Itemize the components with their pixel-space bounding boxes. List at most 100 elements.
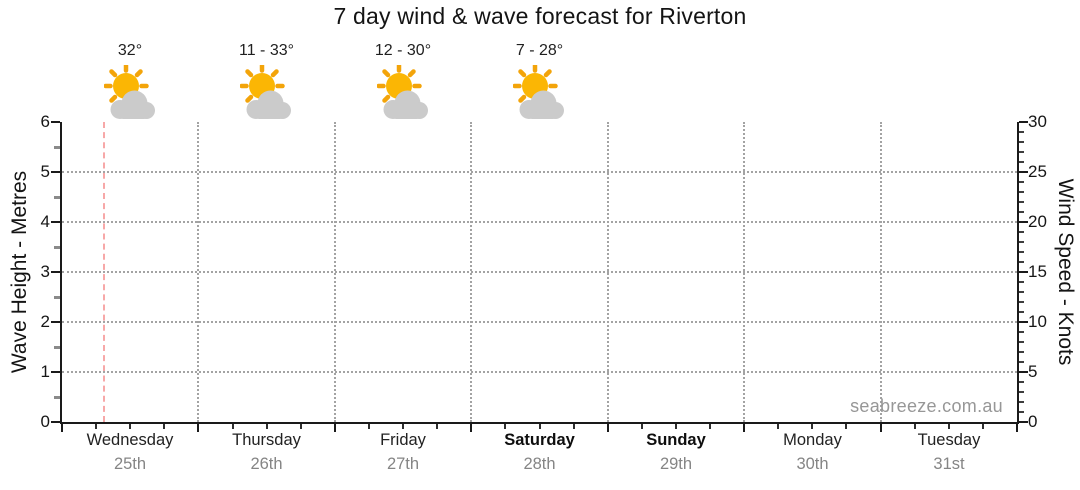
right-axis-minor-tick <box>1019 141 1024 143</box>
x-axis-minor-tick <box>402 424 405 429</box>
date-label: 26th <box>250 455 283 473</box>
v-gridline <box>197 122 200 422</box>
x-axis-minor-tick <box>538 424 541 429</box>
x-axis-minor-tick <box>572 424 575 429</box>
day-label-friday: Friday <box>380 431 426 449</box>
left-axis-minor-tick <box>54 295 60 299</box>
v-gridline <box>333 122 336 422</box>
x-axis-major-tick <box>1016 424 1018 432</box>
left-axis-tick-label: 6 <box>40 112 50 131</box>
right-axis-tick-label: 0 <box>1028 412 1038 431</box>
left-axis-major-tick <box>51 271 60 273</box>
x-axis-major-tick <box>879 424 882 432</box>
x-axis-minor-tick <box>163 424 166 429</box>
day-label-sunday: Sunday <box>646 431 706 449</box>
right-axis-major-tick <box>1019 421 1028 423</box>
left-axis-major-tick <box>51 371 60 373</box>
left-axis-minor-tick <box>54 195 60 199</box>
right-axis-tick-label: 10 <box>1028 312 1047 331</box>
x-axis-minor-tick <box>436 424 439 429</box>
left-axis-line <box>60 122 62 424</box>
h-gridline <box>62 371 1017 373</box>
partly-cloudy-icon <box>512 63 565 121</box>
right-axis-minor-tick <box>1019 331 1024 333</box>
left-axis-tick-label: 0 <box>40 412 50 431</box>
right-axis-minor-tick <box>1019 201 1024 203</box>
x-axis-minor-tick <box>777 424 780 429</box>
x-axis-major-tick <box>606 424 609 432</box>
right-axis-major-tick <box>1019 271 1028 273</box>
plot-area <box>51 121 1028 432</box>
temperature-label: 12 - 30° <box>374 42 432 59</box>
x-axis-minor-tick <box>231 424 234 429</box>
right-axis-tick-label: 5 <box>1028 362 1038 381</box>
right-axis-minor-tick <box>1019 211 1024 213</box>
left-axis-title: Wave Height - Metres <box>8 170 31 374</box>
date-label: 27th <box>386 455 420 473</box>
x-axis-minor-tick <box>504 424 507 429</box>
x-axis-major-tick <box>333 424 336 432</box>
h-gridline <box>62 171 1017 173</box>
right-axis-major-tick <box>1019 321 1028 323</box>
day-label-tuesday: Tuesday <box>917 431 981 449</box>
v-gridline <box>606 122 609 422</box>
day-label-thursday: Thursday <box>232 431 301 449</box>
right-axis-minor-tick <box>1019 151 1024 153</box>
x-axis-minor-tick <box>95 424 98 429</box>
right-axis-major-tick <box>1019 221 1028 223</box>
left-axis-tick-label: 5 <box>40 162 50 181</box>
right-axis-tick-label: 20 <box>1028 212 1047 231</box>
partly-cloudy-icon <box>103 63 156 121</box>
left-axis-minor-tick <box>54 245 60 249</box>
temperature-label: 32° <box>117 42 143 59</box>
x-axis-minor-tick <box>129 424 132 429</box>
right-axis-minor-tick <box>1019 391 1024 393</box>
right-axis-minor-tick <box>1019 301 1024 303</box>
left-axis-major-tick <box>51 221 60 223</box>
left-axis-major-tick <box>51 321 60 323</box>
right-axis-minor-tick <box>1019 381 1024 383</box>
left-axis-minor-tick <box>54 395 60 399</box>
v-gridline <box>879 122 882 422</box>
x-axis-minor-tick <box>913 424 916 429</box>
right-axis-minor-tick <box>1019 351 1024 353</box>
x-axis-minor-tick <box>299 424 302 429</box>
bottom-axis-line <box>60 422 1019 424</box>
x-axis-minor-tick <box>640 424 643 429</box>
right-axis-minor-tick <box>1019 281 1024 283</box>
x-axis-minor-tick <box>845 424 848 429</box>
temperature-label: 11 - 33° <box>238 42 295 59</box>
right-axis-tick-label: 30 <box>1028 112 1047 131</box>
left-axis-major-tick <box>51 121 60 123</box>
right-axis-minor-tick <box>1019 291 1024 293</box>
x-axis-minor-tick <box>265 424 268 429</box>
right-axis-tick-label: 15 <box>1028 262 1047 281</box>
x-axis-minor-tick <box>947 424 950 429</box>
left-axis-tick-label: 3 <box>40 262 50 281</box>
h-gridline <box>62 271 1017 273</box>
date-label: 31st <box>933 455 965 473</box>
right-axis-minor-tick <box>1019 401 1024 403</box>
day-label-saturday: Saturday <box>504 431 575 449</box>
x-axis-minor-tick <box>367 424 370 429</box>
watermark: seabreeze.com.au <box>850 396 1003 416</box>
day-label-monday: Monday <box>783 431 842 449</box>
right-axis-minor-tick <box>1019 241 1024 243</box>
left-axis-minor-tick <box>54 145 60 149</box>
x-axis-minor-tick <box>674 424 677 429</box>
x-axis-major-tick <box>61 424 63 432</box>
right-axis-major-tick <box>1019 171 1028 173</box>
right-axis-minor-tick <box>1019 181 1024 183</box>
left-axis-tick-label: 1 <box>40 362 50 381</box>
right-axis-minor-tick <box>1019 191 1024 193</box>
partly-cloudy-icon <box>239 63 292 121</box>
x-axis-major-tick <box>470 424 473 432</box>
right-axis-minor-tick <box>1019 161 1024 163</box>
date-label: 25th <box>113 455 147 473</box>
right-axis-tick-label: 25 <box>1028 162 1047 181</box>
x-axis-minor-tick <box>981 424 984 429</box>
h-gridline <box>62 321 1017 323</box>
x-axis-minor-tick <box>811 424 814 429</box>
x-axis-major-tick <box>197 424 200 432</box>
left-axis-tick-label: 2 <box>40 312 50 331</box>
